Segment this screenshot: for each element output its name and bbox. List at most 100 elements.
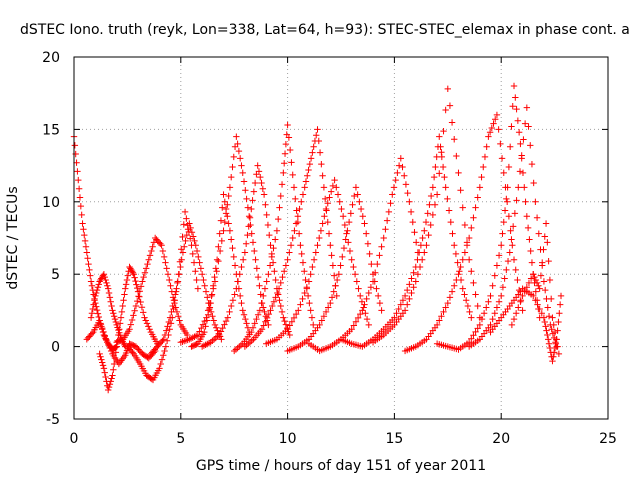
data-point bbox=[421, 249, 428, 256]
data-point bbox=[395, 305, 402, 313]
data-point bbox=[130, 271, 138, 278]
x-tick-label: 20 bbox=[492, 431, 510, 447]
data-point bbox=[243, 320, 250, 327]
data-point bbox=[164, 271, 172, 278]
data-point bbox=[507, 227, 514, 234]
data-point bbox=[201, 328, 208, 336]
data-point bbox=[174, 278, 182, 285]
data-point bbox=[501, 207, 509, 214]
data-point bbox=[256, 307, 264, 314]
data-point bbox=[121, 291, 128, 298]
data-point bbox=[376, 299, 384, 307]
data-point bbox=[516, 168, 524, 175]
data-point bbox=[248, 205, 255, 213]
data-point bbox=[175, 312, 182, 320]
data-point bbox=[110, 366, 117, 373]
data-point bbox=[278, 181, 286, 188]
data-point bbox=[165, 318, 173, 326]
data-point bbox=[348, 326, 355, 333]
data-point bbox=[116, 320, 124, 327]
data-point bbox=[442, 106, 449, 114]
data-point bbox=[256, 282, 263, 289]
data-point bbox=[470, 332, 477, 339]
data-point bbox=[556, 301, 564, 308]
data-point bbox=[527, 247, 534, 255]
data-point bbox=[191, 237, 198, 245]
data-point bbox=[447, 218, 454, 226]
data-point bbox=[327, 299, 334, 307]
data-point bbox=[183, 215, 190, 222]
data-point bbox=[366, 250, 373, 258]
data-series bbox=[113, 234, 191, 346]
data-point bbox=[88, 310, 96, 317]
data-point bbox=[348, 256, 355, 263]
data-point bbox=[243, 195, 250, 203]
data-point bbox=[324, 200, 331, 207]
data-point bbox=[523, 213, 531, 220]
data-point bbox=[457, 187, 464, 194]
data-point bbox=[78, 211, 85, 219]
data-series bbox=[241, 126, 340, 350]
data-point bbox=[540, 246, 547, 253]
data-point bbox=[530, 271, 537, 278]
data-point bbox=[207, 299, 214, 307]
data-point bbox=[423, 242, 430, 249]
data-point bbox=[105, 289, 113, 297]
data-point bbox=[101, 273, 108, 281]
y-tick-label: 15 bbox=[42, 122, 60, 138]
y-tick-label: 20 bbox=[42, 50, 60, 66]
data-point bbox=[342, 236, 349, 243]
data-point bbox=[234, 278, 242, 285]
data-point bbox=[491, 310, 498, 317]
data-point bbox=[225, 192, 232, 200]
data-point bbox=[149, 243, 156, 250]
data-point bbox=[426, 201, 433, 208]
data-point bbox=[436, 317, 443, 324]
data-point bbox=[262, 201, 269, 208]
data-point bbox=[508, 123, 515, 130]
data-point bbox=[376, 252, 383, 259]
data-point bbox=[103, 279, 110, 287]
data-point bbox=[436, 133, 443, 140]
data-point bbox=[106, 344, 114, 352]
data-point bbox=[158, 356, 166, 363]
data-point bbox=[267, 242, 274, 249]
data-point bbox=[105, 341, 112, 349]
data-point bbox=[269, 302, 276, 310]
data-point bbox=[284, 326, 291, 333]
data-point bbox=[77, 202, 85, 210]
data-point bbox=[513, 105, 520, 113]
data-point bbox=[175, 271, 183, 278]
data-point bbox=[246, 214, 254, 221]
data-point bbox=[468, 268, 475, 275]
data-point bbox=[341, 221, 349, 229]
data-point bbox=[119, 302, 126, 310]
data-point bbox=[254, 162, 261, 169]
data-point bbox=[224, 213, 231, 220]
x-tick-label: 25 bbox=[599, 431, 617, 447]
data-point bbox=[245, 213, 253, 220]
data-point bbox=[190, 259, 198, 266]
data-point bbox=[102, 373, 109, 381]
data-point bbox=[373, 285, 380, 292]
data-point bbox=[259, 185, 267, 192]
data-point bbox=[545, 340, 553, 347]
data-point bbox=[242, 315, 249, 323]
data-point bbox=[177, 263, 184, 271]
data-point bbox=[181, 337, 188, 345]
data-point bbox=[226, 184, 234, 191]
data-point bbox=[159, 337, 166, 345]
data-point bbox=[305, 278, 313, 285]
data-point bbox=[337, 262, 344, 269]
data-point bbox=[424, 210, 431, 217]
data-point bbox=[468, 335, 475, 342]
data-point bbox=[349, 201, 356, 208]
data-series bbox=[231, 121, 317, 355]
data-point bbox=[299, 191, 307, 198]
data-series bbox=[198, 162, 293, 350]
data-point bbox=[95, 281, 102, 288]
data-point bbox=[291, 227, 298, 234]
data-series bbox=[177, 133, 272, 346]
data-point bbox=[285, 134, 293, 141]
data-point bbox=[257, 173, 264, 181]
